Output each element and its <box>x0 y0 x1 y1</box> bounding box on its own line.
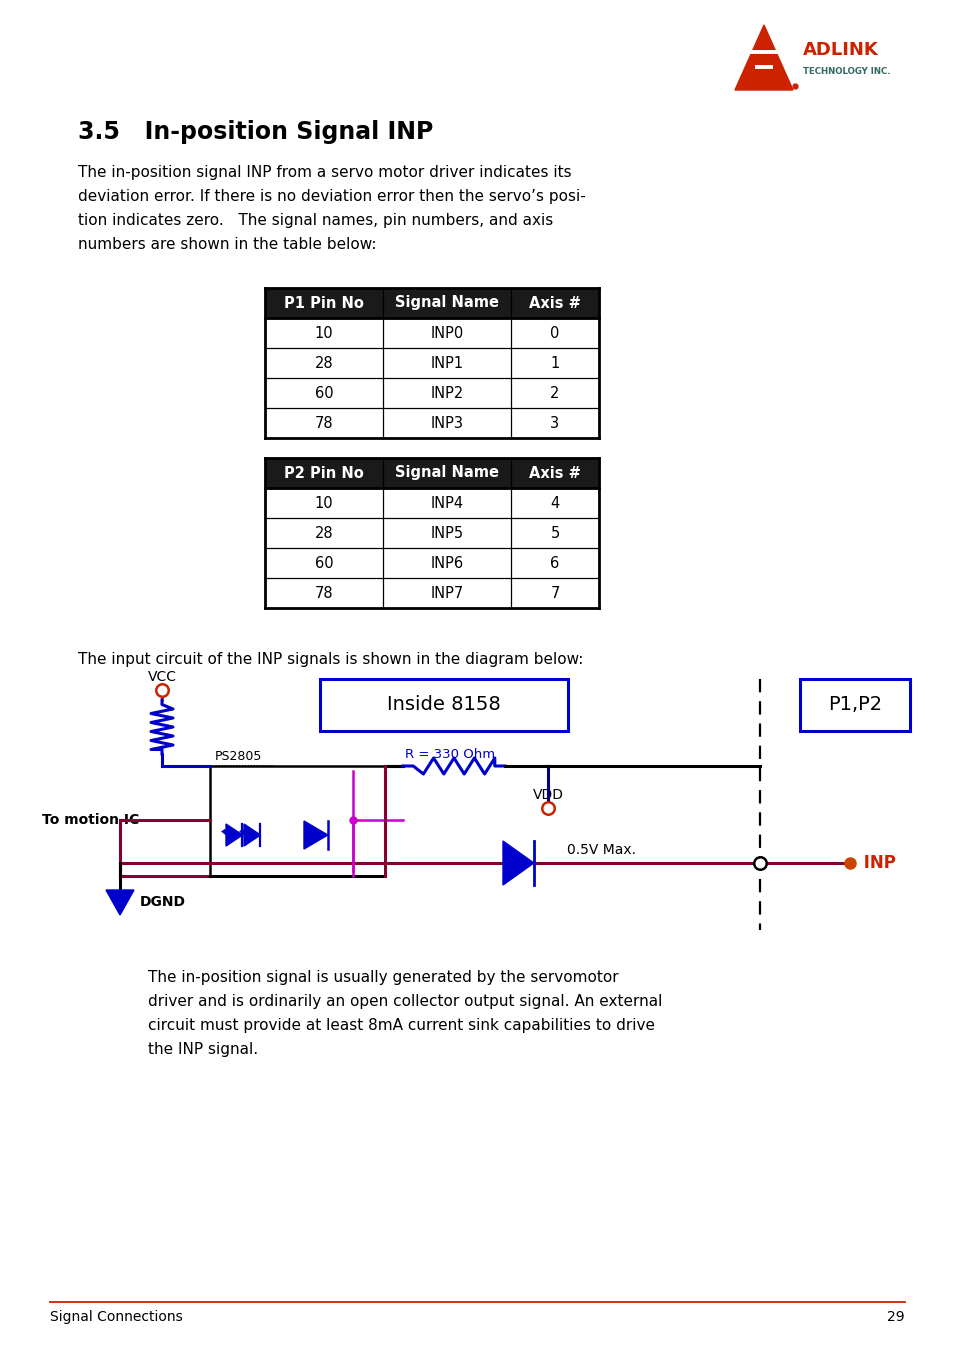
Text: deviation error. If there is no deviation error then the servo’s posi-: deviation error. If there is no deviatio… <box>78 189 585 204</box>
Bar <box>265 458 598 488</box>
Text: Signal Name: Signal Name <box>395 296 498 311</box>
Text: Signal Connections: Signal Connections <box>50 1310 183 1324</box>
Text: 4: 4 <box>550 495 559 511</box>
Text: INP3: INP3 <box>430 415 463 430</box>
Text: driver and is ordinarily an open collector output signal. An external: driver and is ordinarily an open collect… <box>148 994 661 1009</box>
Text: INP0: INP0 <box>430 326 463 341</box>
Text: 60: 60 <box>314 385 333 400</box>
Bar <box>265 318 598 347</box>
Bar <box>800 679 909 731</box>
Polygon shape <box>734 24 792 91</box>
Text: 6: 6 <box>550 556 559 571</box>
Polygon shape <box>226 823 242 846</box>
Text: INP: INP <box>857 854 895 872</box>
Text: 78: 78 <box>314 415 333 430</box>
Text: P1,P2: P1,P2 <box>827 695 882 714</box>
Text: INP5: INP5 <box>430 526 463 541</box>
Bar <box>265 379 598 408</box>
Text: 3: 3 <box>550 415 559 430</box>
Text: 0.5V Max.: 0.5V Max. <box>566 844 636 857</box>
Text: INP1: INP1 <box>430 356 463 370</box>
Text: tion indicates zero.   The signal names, pin numbers, and axis: tion indicates zero. The signal names, p… <box>78 214 553 228</box>
Text: INP2: INP2 <box>430 385 463 400</box>
Text: PS2805: PS2805 <box>214 750 262 763</box>
Text: 29: 29 <box>886 1310 904 1324</box>
Text: 10: 10 <box>314 495 333 511</box>
Text: 7: 7 <box>550 585 559 600</box>
Text: DGND: DGND <box>140 895 186 909</box>
Text: TECHNOLOGY INC.: TECHNOLOGY INC. <box>802 68 890 76</box>
Text: 10: 10 <box>314 326 333 341</box>
Bar <box>265 408 598 438</box>
Text: INP7: INP7 <box>430 585 463 600</box>
Text: INP4: INP4 <box>430 495 463 511</box>
Text: 0: 0 <box>550 326 559 341</box>
Text: The input circuit of the INP signals is shown in the diagram below:: The input circuit of the INP signals is … <box>78 652 583 667</box>
Text: R = 330 Ohm: R = 330 Ohm <box>405 748 495 761</box>
Text: 78: 78 <box>314 585 333 600</box>
Text: 5: 5 <box>550 526 559 541</box>
Bar <box>210 767 385 876</box>
Bar <box>265 347 598 379</box>
Text: To motion IC: To motion IC <box>42 813 139 827</box>
Text: 3.5   In-position Signal INP: 3.5 In-position Signal INP <box>78 120 433 145</box>
Text: The in-position signal is usually generated by the servomotor: The in-position signal is usually genera… <box>148 969 618 986</box>
Text: 28: 28 <box>314 526 333 541</box>
Text: P2 Pin No: P2 Pin No <box>284 465 363 480</box>
Text: 28: 28 <box>314 356 333 370</box>
Text: The in-position signal INP from a servo motor driver indicates its: The in-position signal INP from a servo … <box>78 165 571 180</box>
Text: the INP signal.: the INP signal. <box>148 1042 258 1057</box>
Text: 60: 60 <box>314 556 333 571</box>
Bar <box>265 548 598 579</box>
Bar <box>265 579 598 608</box>
Text: 2: 2 <box>550 385 559 400</box>
Polygon shape <box>502 841 534 886</box>
Text: VCC: VCC <box>148 671 176 684</box>
Text: Axis #: Axis # <box>529 296 580 311</box>
Text: Inside 8158: Inside 8158 <box>387 695 500 714</box>
Text: VDD: VDD <box>532 788 563 802</box>
Text: INP6: INP6 <box>430 556 463 571</box>
Text: ADLINK: ADLINK <box>802 41 878 58</box>
Text: P1 Pin No: P1 Pin No <box>284 296 363 311</box>
Polygon shape <box>244 823 260 846</box>
Text: numbers are shown in the table below:: numbers are shown in the table below: <box>78 237 376 251</box>
Bar <box>265 518 598 548</box>
Polygon shape <box>106 890 133 915</box>
Bar <box>319 679 567 731</box>
Text: circuit must provide at least 8mA current sink capabilities to drive: circuit must provide at least 8mA curren… <box>148 1018 655 1033</box>
Bar <box>265 288 598 318</box>
Text: 1: 1 <box>550 356 559 370</box>
Text: Axis #: Axis # <box>529 465 580 480</box>
Bar <box>265 488 598 518</box>
Polygon shape <box>304 821 328 849</box>
Text: Signal Name: Signal Name <box>395 465 498 480</box>
